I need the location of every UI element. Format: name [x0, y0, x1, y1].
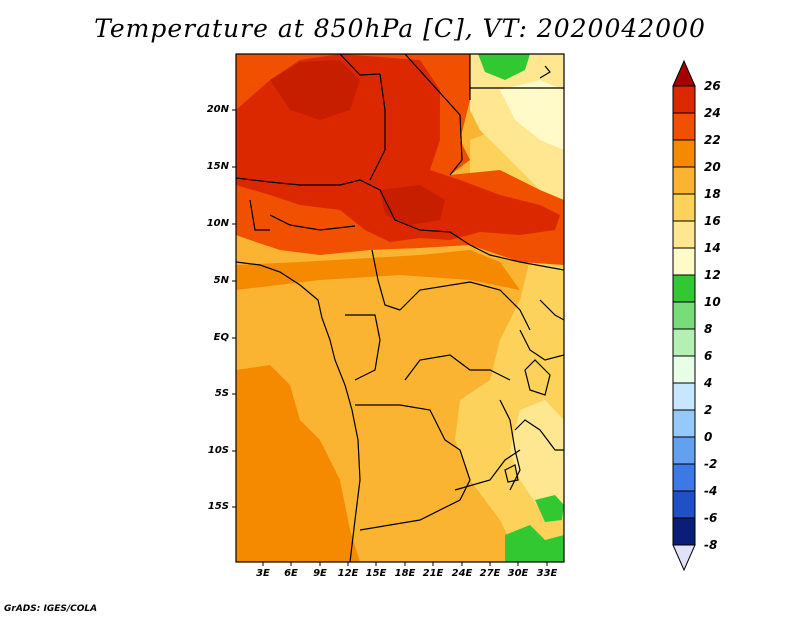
colorbar-swatch [672, 139, 696, 168]
colorbar-swatch [672, 247, 696, 276]
lon-label: 21E [422, 568, 444, 579]
colorbar-swatch [672, 301, 696, 330]
colorbar-label: 24 [704, 106, 721, 120]
colorbar [672, 59, 696, 572]
colorbar-label: 12 [704, 268, 721, 282]
colorbar-swatch [672, 220, 696, 249]
colorbar-swatch [672, 274, 696, 303]
lon-label: 24E [451, 568, 473, 579]
colorbar-swatch [672, 490, 696, 519]
lon-label: 9E [313, 568, 327, 579]
colorbar-arrow-top [672, 59, 696, 87]
colorbar-label: 10 [704, 295, 721, 309]
colorbar-label: -8 [704, 538, 718, 552]
credit-text: GrADS: IGES/COLA [4, 604, 98, 614]
field-cold-south-2 [535, 495, 564, 522]
colorbar-label: 14 [704, 241, 721, 255]
colorbar-swatch [672, 382, 696, 411]
lat-label: EQ [213, 332, 229, 343]
colorbar-arrow-bottom [672, 544, 696, 572]
lon-label: 6E [284, 568, 298, 579]
colorbar-label: -2 [704, 457, 718, 471]
lat-label: 5N [213, 275, 229, 286]
colorbar-label: -4 [704, 484, 718, 498]
field-sw-20-22 [236, 365, 360, 562]
colorbar-label: 4 [704, 376, 713, 390]
colorbar-label: 20 [704, 160, 721, 174]
colorbar-swatch [672, 193, 696, 222]
colorbar-swatch [672, 85, 696, 114]
colorbar-swatch [672, 328, 696, 357]
temperature-field [236, 54, 564, 562]
lon-label: 18E [394, 568, 416, 579]
colorbar-label: -6 [704, 511, 718, 525]
ticks [232, 109, 548, 566]
colorbar-swatch [672, 517, 696, 546]
field-peak-1 [270, 60, 360, 120]
colorbar-swatch [672, 355, 696, 384]
boundaries [236, 54, 564, 562]
lon-label: 27E [479, 568, 501, 579]
lat-label: 10S [207, 445, 229, 456]
field-ne-12-14 [500, 80, 564, 150]
lat-label: 15S [207, 501, 229, 512]
lat-label: 20N [206, 104, 229, 115]
field-peak-2 [380, 185, 445, 225]
field-cold-south-1 [505, 525, 564, 562]
colorbar-label: 0 [704, 430, 713, 444]
plot-title: Temperature at 850hPa [C], VT: 202004200… [94, 14, 706, 43]
colorbar-label: 6 [704, 349, 713, 363]
colorbar-label: 22 [704, 133, 721, 147]
lon-label: 12E [337, 568, 359, 579]
colorbar-label: 18 [704, 187, 721, 201]
lon-label: 30E [507, 568, 529, 579]
lon-label: 3E [256, 568, 270, 579]
map-frame [235, 53, 565, 563]
lat-label: 5S [214, 388, 229, 399]
field-cold-north [478, 54, 530, 80]
field-north-20-22 [236, 250, 520, 290]
colorbar-swatch [672, 436, 696, 465]
colorbar-swatch [672, 409, 696, 438]
lat-label: 10N [206, 218, 229, 229]
colorbar-swatch [672, 166, 696, 195]
lat-label: 15N [206, 161, 229, 172]
colorbar-label: 26 [704, 79, 721, 93]
lon-label: 15E [365, 568, 387, 579]
field-se-14-16 [510, 400, 564, 520]
colorbar-swatch [672, 112, 696, 141]
colorbar-label: 8 [704, 322, 713, 336]
colorbar-label: 16 [704, 214, 721, 228]
lon-label: 33E [536, 568, 558, 579]
colorbar-label: 2 [704, 403, 713, 417]
colorbar-swatch [672, 463, 696, 492]
